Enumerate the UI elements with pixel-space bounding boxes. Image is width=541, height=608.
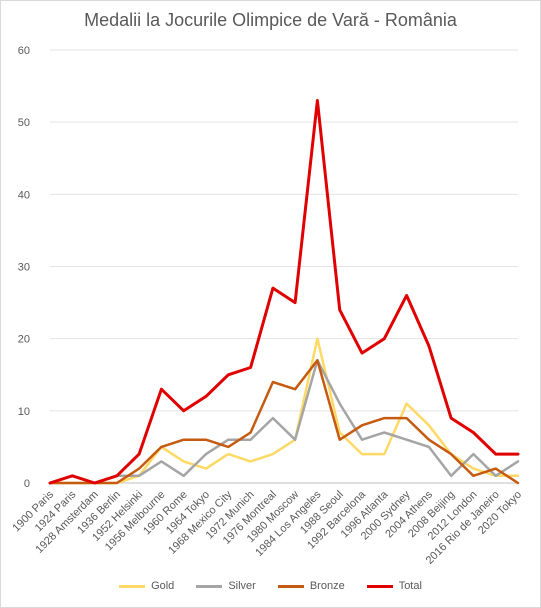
legend-swatch [277, 584, 304, 588]
legend: Gold Silver Bronze Total [0, 580, 541, 592]
legend-label: Total [398, 580, 422, 592]
y-tick-label: 20 [18, 334, 30, 346]
series-line-total [48, 99, 520, 485]
chart-title: Medalii la Jocurile Olimpice de Vară - R… [84, 10, 457, 30]
y-tick-label: 60 [18, 45, 30, 57]
legend-item-gold: Gold [119, 580, 174, 592]
y-tick-label: 0 [24, 478, 30, 490]
legend-item-total: Total [366, 580, 422, 592]
series-line-bronze [48, 359, 520, 485]
legend-item-silver: Silver [196, 580, 256, 592]
legend-swatch [366, 584, 393, 588]
legend-label: Bronze [309, 580, 345, 592]
legend-label: Gold [151, 580, 175, 592]
series-lines [48, 99, 520, 485]
series-line-gold [48, 337, 520, 485]
legend-swatch [196, 584, 223, 588]
y-axis-ticks: 0 10 20 30 40 50 60 [18, 45, 30, 490]
legend-label: Silver [228, 580, 256, 592]
y-tick-label: 40 [18, 189, 30, 201]
gridlines [50, 49, 518, 484]
series-line-silver [48, 359, 520, 485]
y-tick-label: 10 [18, 406, 30, 418]
legend-item-bronze: Bronze [277, 580, 345, 592]
legend-swatch [119, 584, 146, 588]
y-tick-label: 30 [18, 262, 30, 274]
y-tick-label: 50 [18, 117, 30, 129]
